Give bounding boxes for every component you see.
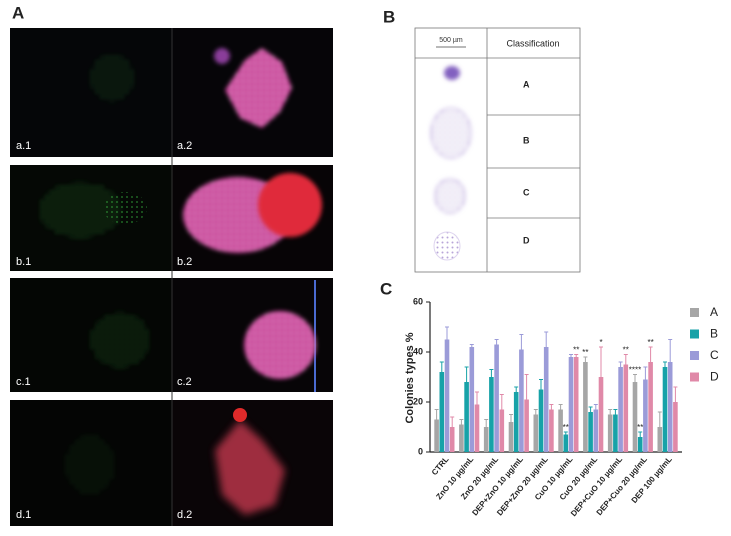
significance: **	[623, 346, 629, 355]
y-tick-label: 60	[413, 296, 423, 306]
bar	[444, 339, 450, 452]
legend-label: A	[710, 305, 718, 319]
bar	[459, 424, 464, 452]
bar	[543, 347, 549, 452]
bar	[469, 347, 475, 452]
bar	[434, 419, 439, 452]
image-label: a.1	[16, 140, 31, 152]
bar	[623, 364, 629, 452]
legend-swatch	[690, 329, 699, 339]
bar	[439, 372, 445, 452]
bar	[558, 409, 563, 452]
bar	[583, 362, 588, 452]
table-header: Classification	[506, 38, 559, 48]
image	[10, 28, 172, 157]
significance: **	[563, 423, 569, 432]
bar	[593, 409, 599, 452]
bar	[667, 362, 673, 452]
bar	[613, 414, 618, 452]
bar	[519, 349, 524, 452]
significance: *	[599, 338, 602, 347]
legend-label: C	[710, 348, 719, 362]
bar	[607, 414, 613, 452]
bar	[524, 399, 529, 452]
y-tick-label: 20	[413, 396, 423, 406]
significance: ****	[629, 366, 641, 375]
significance: **	[637, 423, 643, 432]
bar	[474, 404, 480, 452]
classification-table	[414, 27, 581, 273]
class-label: A	[523, 79, 530, 89]
bar	[662, 367, 668, 452]
bar	[464, 382, 469, 452]
bar	[538, 389, 544, 452]
significance: **	[582, 348, 588, 357]
legend-label: D	[710, 370, 719, 384]
image-label: d.1	[16, 509, 31, 521]
scale-bar-label: 500 µm	[439, 37, 463, 44]
y-tick-label: 40	[413, 346, 423, 356]
bar	[648, 362, 653, 452]
bar	[549, 409, 554, 452]
y-axis-label: Colonies types %	[404, 332, 416, 423]
legend-swatch	[690, 372, 699, 382]
bar	[449, 427, 455, 452]
image-label: b.1	[16, 256, 31, 268]
panel-label: C	[380, 279, 392, 298]
class-label: D	[523, 235, 530, 245]
bar	[483, 427, 489, 452]
bar	[563, 434, 569, 452]
bar	[637, 437, 643, 452]
legend-swatch	[690, 308, 699, 317]
class-label: B	[523, 135, 530, 145]
colony-images	[430, 66, 472, 261]
bar	[489, 377, 494, 452]
legend-swatch	[690, 351, 699, 360]
bar	[618, 367, 623, 452]
significance: **	[573, 346, 579, 355]
bar	[508, 422, 514, 452]
bar	[657, 427, 663, 452]
bar	[573, 357, 579, 452]
micrographs	[10, 28, 333, 526]
bar	[588, 412, 593, 452]
y-tick-label: 0	[418, 446, 423, 456]
bar	[533, 414, 539, 452]
bar	[598, 377, 604, 452]
image-label: a.2	[177, 140, 192, 152]
bar	[632, 382, 638, 452]
legend-label: B	[710, 327, 718, 341]
bar	[643, 379, 648, 452]
image-label: d.2	[177, 509, 192, 521]
image-label: b.2	[177, 256, 192, 268]
bar	[513, 392, 519, 452]
panel-label: B	[383, 7, 395, 26]
bar	[494, 344, 499, 452]
bar	[568, 357, 574, 452]
image-label: c.1	[16, 376, 31, 388]
panel-label: A	[12, 3, 24, 22]
bar	[499, 409, 505, 452]
x-tick-label: CTRL	[430, 455, 451, 477]
bar	[673, 402, 678, 452]
class-label: C	[523, 187, 530, 197]
significance: **	[647, 338, 653, 347]
image-label: c.2	[177, 376, 192, 388]
